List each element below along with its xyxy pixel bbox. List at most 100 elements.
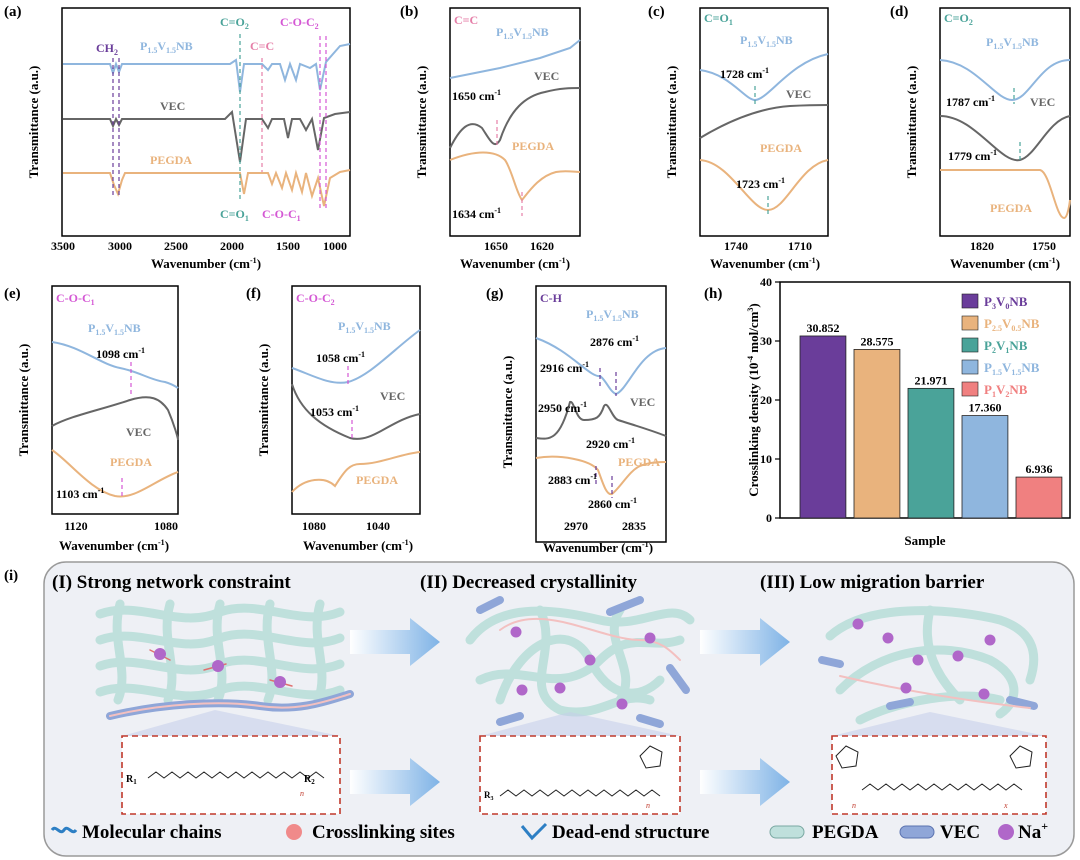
panel-c-p15-curve [699,53,829,102]
legend-label-p3v0nb: P3V0NB [984,294,1028,311]
panel-a-frame [61,7,351,237]
panel-c-xlabel: Wavenumber (cm-1) [710,256,820,271]
panel-g-tag: C-H [540,291,563,305]
panel-h-ylabel: Crosslinking density (10-4 mol/cm3) [746,303,761,497]
panel-b-pegda-label: PEGDA [512,139,554,153]
panel-g-ann6: 2860 cm-1 [588,496,637,511]
panel-a-ylabel: Transmittance (a.u.) [26,66,41,179]
panel-g-ann1: 2916 cm-1 [540,360,589,375]
legend-crosslinking-sites: Crosslinking sites [312,822,455,843]
panel-f-xtick: 1080 [302,519,326,533]
panel-g-pegda-label: PEGDA [618,455,660,469]
legend-vec: VEC [940,822,980,843]
panel-e-letter: (e) [4,286,21,302]
panel-a-pegda-curve [63,169,351,207]
legend-label-p1-5v1-5nb: P1.5V1.5NB [984,360,1040,377]
panel-d-pegda-label: PEGDA [990,201,1032,215]
crosslinking-site-icon [286,824,302,840]
bar-p2-5v0-5nb [853,349,901,519]
panel-c: (c) Transmittance (a.u.) 1740 1710 Waven… [648,4,829,271]
panel-g: (g) Transmittance (a.u.) 2970 2835 Waven… [486,285,667,555]
bar-value-label: 28.575 [860,334,893,348]
panel-b-frame [449,7,581,237]
bar-value-label: 17.360 [968,401,1001,415]
molecular-chain-icon [50,826,78,834]
panel-h-ytick-label: 30 [760,334,772,348]
panel-e-frame [51,285,179,515]
panel-a-p15-label: P1.5V1.5NB [140,39,193,55]
panel-c-pegda-curve [699,159,829,212]
panel-g-frame [535,285,667,543]
panel-e-p15-curve [51,341,179,389]
structure-box-2: R3 n [479,735,681,815]
panel-d-p15-label: P1.5V1.5NB [986,35,1039,51]
panel-a-xtick: 2000 [220,239,244,253]
panel-c-ylabel: Transmittance (a.u.) [664,66,679,179]
panel-g-ann2: 2876 cm-1 [590,334,639,349]
legend-label-p2v1nb: P2V1NB [984,338,1028,355]
panel-h-ytick-label: 20 [760,393,772,407]
panel-b-pegda-curve [449,151,581,202]
structure-box-1: R1 R2 n [121,735,341,815]
panel-f-p15-label: P1.5V1.5NB [338,319,391,335]
panel-a-ch2-label: CH2 [96,41,118,57]
bar-value-label: 21.971 [914,373,947,387]
panel-c-ann2: 1723 cm-1 [736,176,785,191]
panel-h-xlabel: Sample [904,533,945,548]
panel-d-tag: C=O2 [944,11,973,27]
panel-d-ann2: 1779 cm-1 [948,148,997,163]
chem-n: n [646,801,650,810]
legend-label-p1v2nb: P1V2NB [984,382,1028,399]
panel-f-ann2: 1053 cm-1 [310,404,359,419]
panel-f-ann1: 1058 cm-1 [316,350,365,365]
panel-d-xtick: 1820 [970,239,994,253]
panel-f-tag: C-O-C2 [296,291,335,307]
panel-f-vec-curve [291,383,421,440]
pegda-chain-icon [769,825,805,839]
legend-swatch [961,337,979,353]
panel-g-letter: (g) [486,286,504,302]
panel-g-ann5: 2883 cm-1 [548,472,597,487]
panel-d-p15-curve [939,59,1071,102]
legend-label-p2-5v0-5nb: P2.5V0.5NB [984,316,1040,333]
panel-d-frame [939,7,1071,237]
panel-b-xtick: 1650 [484,239,508,253]
panel-d-xlabel: Wavenumber (cm-1) [950,256,1060,271]
panel-g-vec-curve [535,401,667,440]
legend-pegda: PEGDA [812,822,879,843]
panel-e: (e) Transmittance (a.u.) 1120 1100 1080 … [4,285,179,553]
panel-f-frame [291,285,421,515]
panel-a-xtick: 2500 [164,239,188,253]
panel-a: (a) Transmittance (a.u.) 3500 3000 2500 … [4,4,351,271]
panel-g-p15-curve [535,337,667,396]
panel-b-p15-curve [449,39,581,79]
chem-r1: R1 [126,774,137,786]
panel-g-ann4: 2920 cm-1 [586,436,635,451]
sodium-ion-icon [998,824,1014,840]
panel-a-vec-label: VEC [160,99,185,113]
panel-h-ytick-label: 10 [760,452,772,466]
panel-e-tag: C-O-C1 [56,291,95,307]
panel-b: (b) Transmittance (a.u.) 1650 1620 Waven… [400,4,581,271]
panel-e-ann1: 1098 cm-1 [96,346,145,361]
panel-c-frame [699,7,829,237]
panel-d-pegda-curve [940,169,1071,220]
chem-n: n [300,789,304,798]
panel-f-pegda-curve [291,451,421,493]
arrow-right-icon [350,758,440,806]
panel-b-ylabel: Transmittance (a.u.) [414,66,429,179]
panel-a-xtick: 1000 [323,239,347,253]
chem-r3: R3 [484,790,494,802]
panel-c-vec-label: VEC [786,87,811,101]
network-strong-constraint [95,599,354,720]
bar-p3v0nb [799,335,847,519]
panel-e-ann2: 1103 cm-1 [56,486,104,501]
panel-d-ann1: 1787 cm-1 [946,94,995,109]
zoom-callout [832,712,1046,736]
bar-value-label: 30.852 [806,321,839,335]
panel-i-title1: (I) Strong network constraint [52,572,291,593]
panel-b-xlabel: Wavenumber (cm-1) [460,256,570,271]
zoom-callout [480,712,680,736]
panel-g-xtick: 2970 [564,519,588,533]
